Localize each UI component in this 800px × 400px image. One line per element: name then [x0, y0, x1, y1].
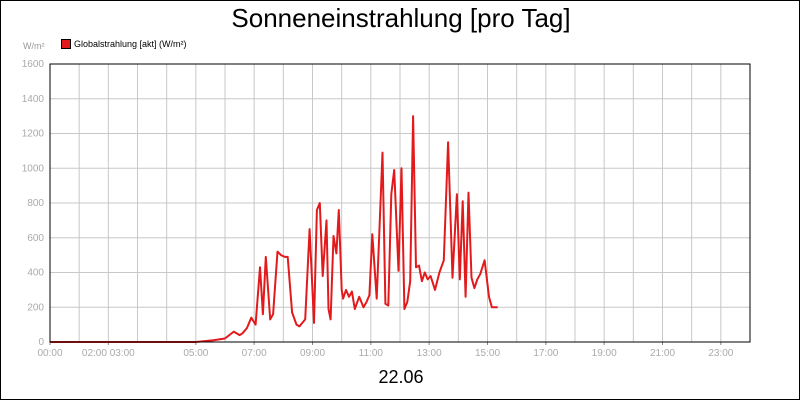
x-tick-label: 19:00 [592, 348, 617, 359]
plot-border [49, 63, 751, 343]
y-unit-label: W/m² [23, 41, 45, 51]
x-tick-label: 21:00 [650, 348, 675, 359]
x-axis-date-label: 22.06 [378, 367, 424, 387]
x-tick-label: 17:00 [533, 348, 558, 359]
legend-swatch [61, 39, 71, 49]
x-tick-label: 15:00 [475, 348, 500, 359]
legend-label: Globalstrahlung [akt] (W/m²) [74, 39, 187, 49]
x-tick-label: 05:00 [183, 348, 208, 359]
y-tick-label: 600 [27, 233, 44, 244]
x-tick-label: 07:00 [242, 348, 267, 359]
x-tick-label: 23:00 [708, 348, 733, 359]
series-line [50, 115, 498, 343]
x-tick-label: 13:00 [417, 348, 442, 359]
x-tick-label: 00:00 [37, 348, 62, 359]
y-tick-label: 1000 [22, 163, 45, 174]
y-tick-label: 800 [27, 198, 44, 209]
chart-title: Sonneneinstrahlung [pro Tag] [231, 3, 571, 33]
y-tick-label: 0 [38, 337, 44, 348]
y-tick-label: 1400 [22, 94, 45, 105]
x-tick-label: 11:00 [359, 348, 384, 359]
x-tick-label: 02:00 03:00 [82, 348, 135, 359]
legend: Globalstrahlung [akt] (W/m²) [61, 39, 187, 49]
y-tick-label: 1600 [22, 59, 45, 70]
y-tick-label: 200 [27, 302, 44, 313]
y-tick-label: 400 [27, 268, 44, 279]
x-tick-label: 09:00 [300, 348, 325, 359]
y-tick-label: 1200 [22, 129, 45, 140]
